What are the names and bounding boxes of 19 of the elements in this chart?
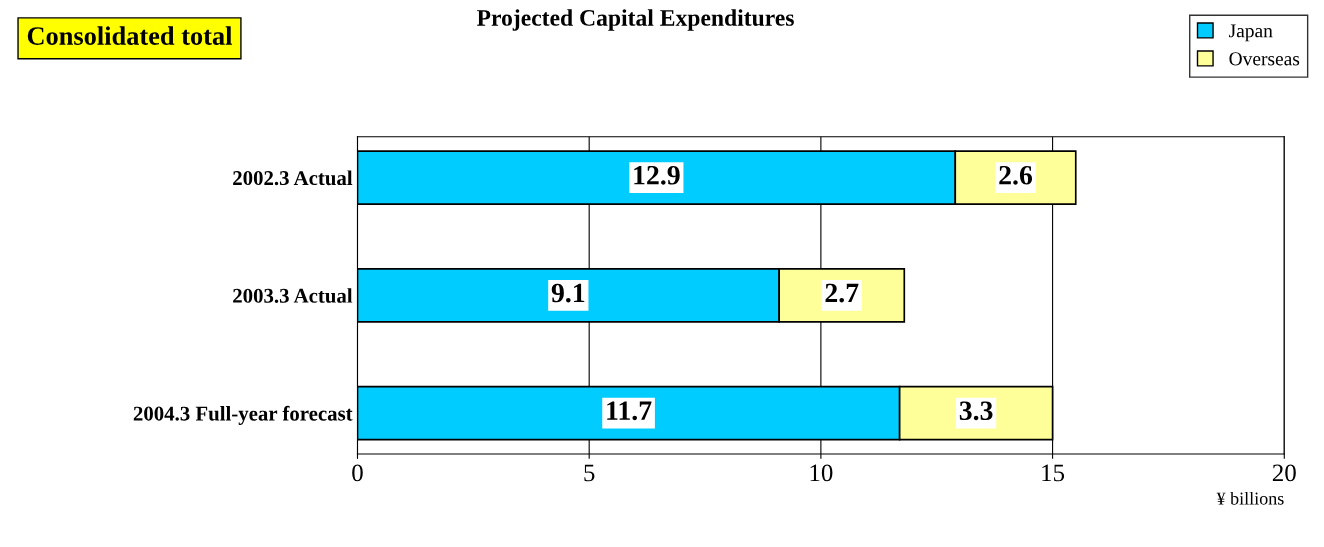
y-tick-label: 2002.3 Actual [233,170,353,186]
chart-title: Projected Capital Expenditures [476,9,794,31]
legend-label: Japan [1229,24,1273,42]
x-tick-label: 5 [584,464,595,482]
legend-label: Overseas [1229,52,1300,66]
x-tick-label: 20 [1272,464,1296,482]
data-label: 2.6 [999,165,1033,185]
y-tick-label: 2003.3 Actual [233,288,353,303]
x-tick-label: 10 [810,464,833,482]
y-tick-label: 2004.3 Full-year forecast [133,405,353,425]
data-label: 3.3 [959,401,993,421]
x-tick-label: 0 [352,464,363,482]
x-tick-label: 15 [1042,464,1065,482]
text: Consolidated total [27,26,233,45]
data-label: 9.1 [551,283,585,303]
data-label: 12.9 [634,165,680,185]
data-label: 2.7 [825,283,859,303]
data-label: 11.7 [607,401,652,421]
x-axis-title: ¥ billions [1216,491,1284,505]
